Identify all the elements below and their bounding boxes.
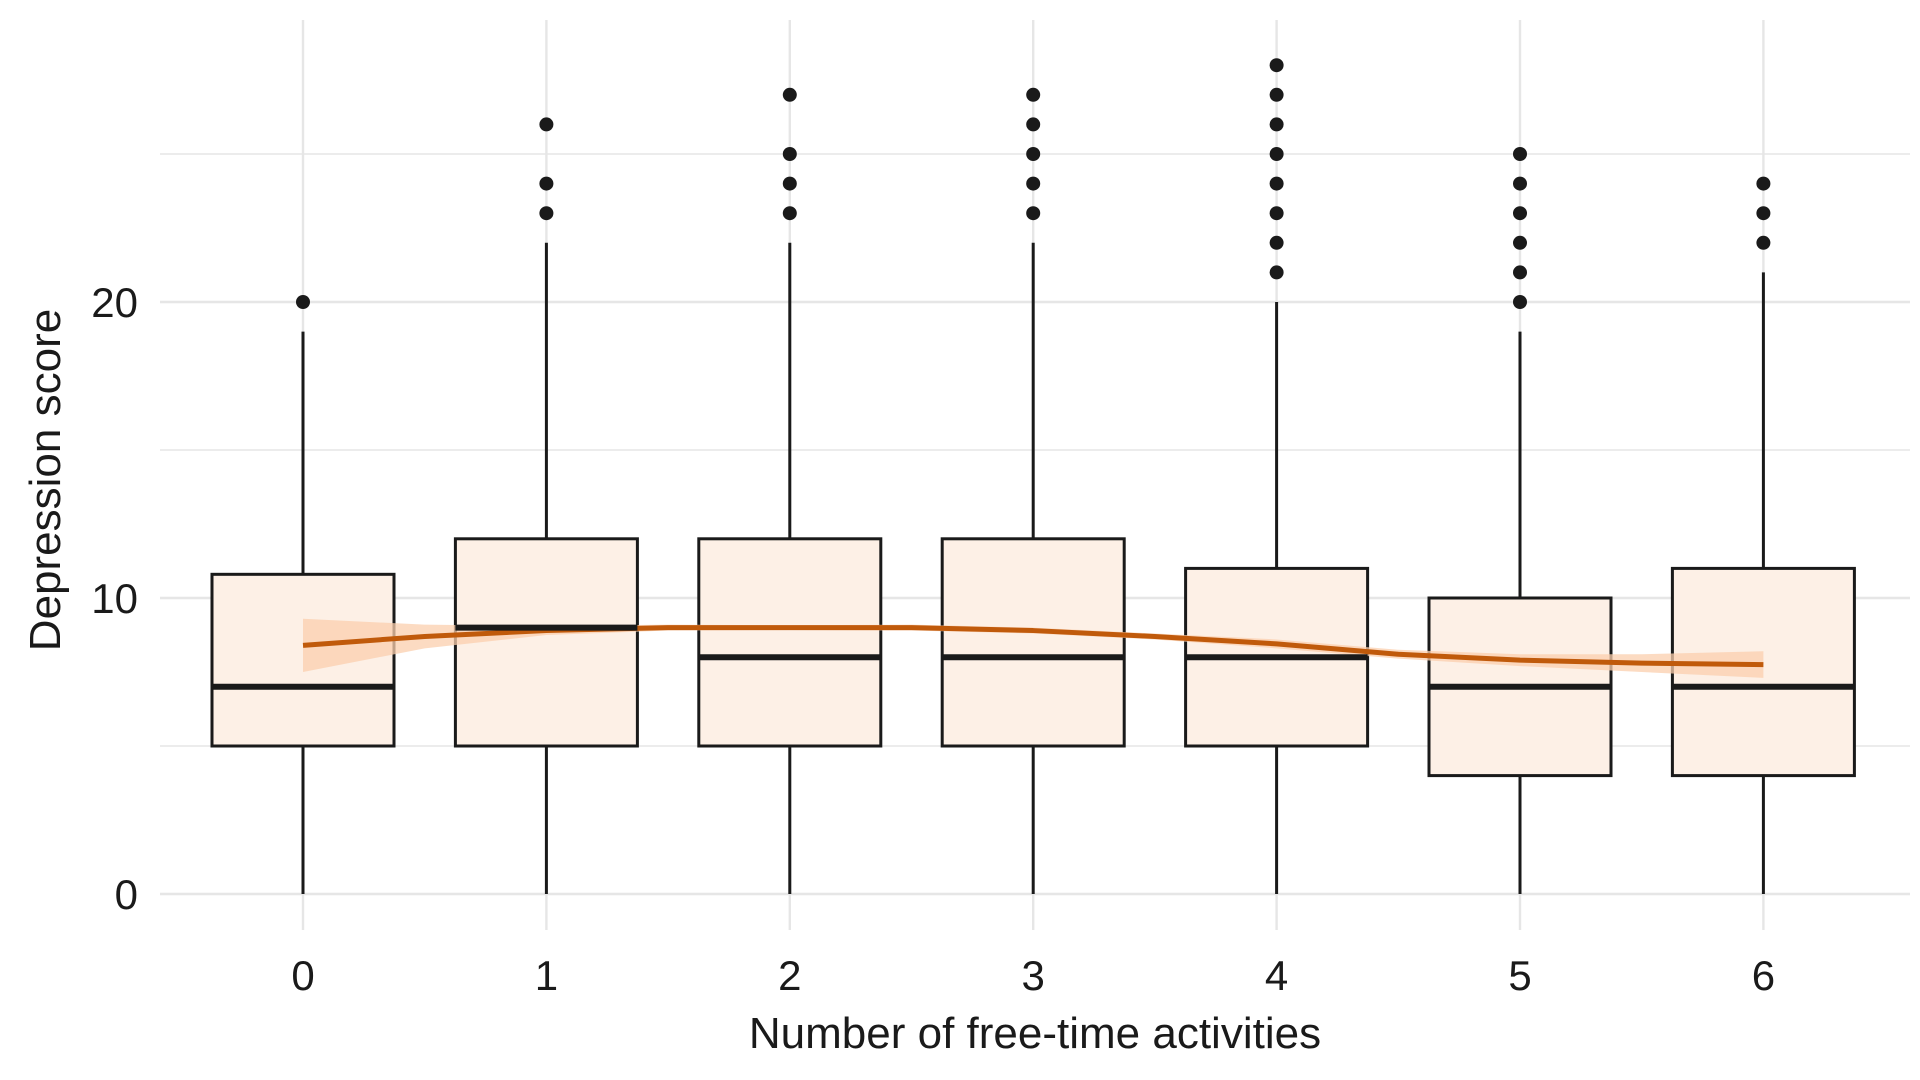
y-tick-label: 20 [91,279,138,326]
median-layer [212,624,1855,690]
outlier-point [782,176,797,191]
outlier-point [1026,206,1041,221]
box-iqr [453,537,639,748]
outlier-point [782,147,797,161]
x-tick-label: 6 [1752,952,1775,999]
outlier-point [1269,58,1284,73]
x-tick-label: 5 [1508,952,1531,999]
outlier-point [1269,176,1284,191]
outlier-point [1513,235,1527,250]
outlier-point [1756,235,1771,250]
box-layer [210,242,1856,894]
outlier-point [539,117,554,132]
box-iqr [940,537,1126,748]
outlier-point [1513,265,1527,280]
outlier-point [1269,147,1284,161]
outlier-point [782,206,797,221]
x-tick-label: 1 [535,952,558,999]
outlier-point [1513,176,1527,191]
y-tick-label: 0 [115,871,138,918]
x-tick-label: 2 [778,952,801,999]
x-tick-label: 3 [1022,952,1045,999]
outlier-layer [296,58,1771,309]
tick-layer: 0 10 20 0 1 2 3 4 5 6 [91,279,1775,999]
outlier-point [1026,147,1041,161]
outlier-point [1756,206,1771,221]
outlier-point [1026,87,1041,102]
outlier-point [1269,206,1284,221]
y-tick-label: 10 [91,575,138,622]
outlier-point [1269,235,1284,250]
outlier-point [782,87,797,102]
outlier-point [1026,117,1041,132]
outlier-point [296,295,310,309]
outlier-point [1513,147,1527,161]
outlier-point [1513,206,1527,221]
outlier-point [1269,265,1284,280]
x-tick-label: 4 [1265,952,1288,999]
x-axis-title: Number of free-time activities [749,1009,1321,1058]
y-axis-title: Depression score [21,309,70,651]
x-tick-label: 0 [291,952,314,999]
outlier-point [539,206,554,221]
outlier-point [1269,87,1284,102]
outlier-point [1756,176,1771,191]
outlier-point [1269,117,1284,132]
outlier-point [539,176,554,191]
outlier-point [1513,295,1527,309]
box-iqr [697,537,883,748]
outlier-point [1026,176,1041,191]
